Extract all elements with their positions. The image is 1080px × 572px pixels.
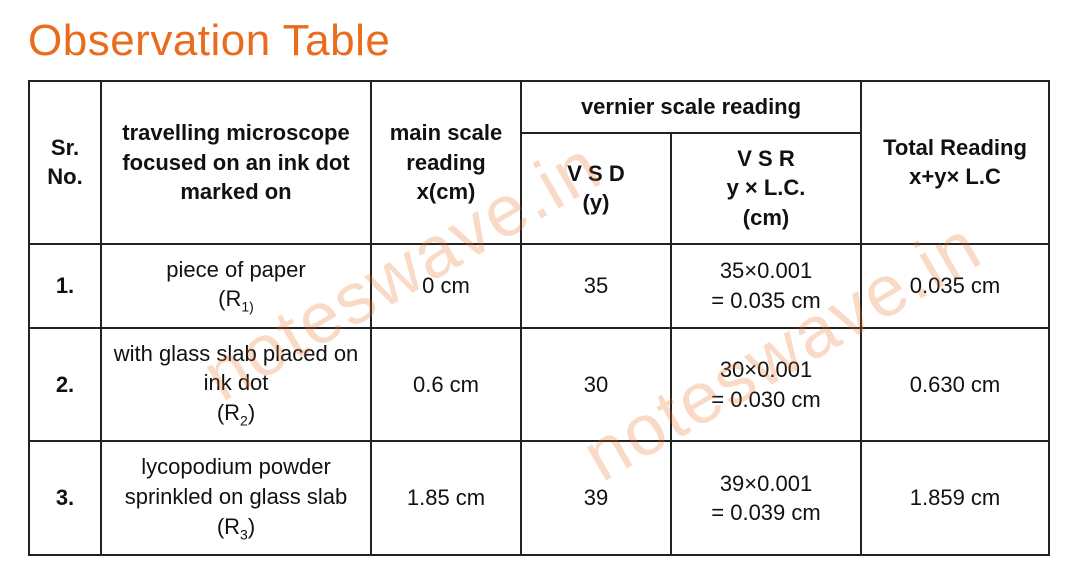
header-vsr: V S R y × L.C. (cm) (671, 133, 861, 244)
cell-sr: 3. (29, 441, 101, 555)
header-vsd-line1: V S D (567, 161, 624, 186)
cell-total: 0.630 cm (861, 328, 1049, 442)
cell-vsr: 39×0.001 = 0.039 cm (671, 441, 861, 555)
cell-vsd: 35 (521, 244, 671, 328)
cell-main-scale: 0.6 cm (371, 328, 521, 442)
header-desc: travelling microscope focused on an ink … (101, 81, 371, 244)
cell-desc-text: with glass slab placed on ink dot (114, 341, 359, 396)
cell-vsr-line1: 35×0.001 (720, 258, 812, 283)
header-sr: Sr. No. (29, 81, 101, 244)
header-total: Total Reading x+y× L.C (861, 81, 1049, 244)
cell-vsr: 30×0.001 = 0.030 cm (671, 328, 861, 442)
table-row: 3. lycopodium powder sprinkled on glass … (29, 441, 1049, 555)
header-vsr-line1: V S R (737, 146, 794, 171)
cell-desc-close: ) (248, 400, 255, 425)
cell-desc-symbol: (R (218, 286, 241, 311)
cell-desc-symbol: (R (217, 514, 240, 539)
cell-vsr: 35×0.001 = 0.035 cm (671, 244, 861, 328)
cell-desc-sub: 1) (241, 299, 253, 315)
cell-desc: piece of paper (R1) (101, 244, 371, 328)
header-vsd-line2: (y) (583, 190, 610, 215)
table-row: 1. piece of paper (R1) 0 cm 35 35×0.001 … (29, 244, 1049, 328)
cell-desc: lycopodium powder sprinkled on glass sla… (101, 441, 371, 555)
cell-main-scale: 0 cm (371, 244, 521, 328)
cell-total: 0.035 cm (861, 244, 1049, 328)
cell-desc-text: lycopodium powder sprinkled on glass sla… (125, 454, 348, 509)
header-main-scale: main scale reading x(cm) (371, 81, 521, 244)
cell-total: 1.859 cm (861, 441, 1049, 555)
cell-vsr-line1: 30×0.001 (720, 357, 812, 382)
cell-sr: 1. (29, 244, 101, 328)
header-vsd: V S D (y) (521, 133, 671, 244)
cell-vsd: 39 (521, 441, 671, 555)
cell-vsd: 30 (521, 328, 671, 442)
cell-sr: 2. (29, 328, 101, 442)
observation-table: Sr. No. travelling microscope focused on… (28, 80, 1050, 556)
cell-main-scale: 1.85 cm (371, 441, 521, 555)
table-header-row: Sr. No. travelling microscope focused on… (29, 81, 1049, 133)
cell-desc: with glass slab placed on ink dot (R2) (101, 328, 371, 442)
cell-desc-text: piece of paper (166, 257, 305, 282)
cell-desc-close: ) (248, 514, 255, 539)
page-title: Observation Table (28, 16, 1052, 66)
cell-desc-sub: 2 (240, 412, 248, 428)
cell-desc-symbol: (R (217, 400, 240, 425)
cell-vsr-line2: = 0.030 cm (711, 387, 820, 412)
header-vernier-group: vernier scale reading (521, 81, 861, 133)
cell-vsr-line1: 39×0.001 (720, 471, 812, 496)
cell-desc-sub: 3 (240, 526, 248, 542)
table-row: 2. with glass slab placed on ink dot (R2… (29, 328, 1049, 442)
cell-vsr-line2: = 0.039 cm (711, 500, 820, 525)
header-vsr-line2: y × L.C. (727, 175, 806, 200)
header-vsr-line3: (cm) (743, 205, 789, 230)
cell-vsr-line2: = 0.035 cm (711, 288, 820, 313)
